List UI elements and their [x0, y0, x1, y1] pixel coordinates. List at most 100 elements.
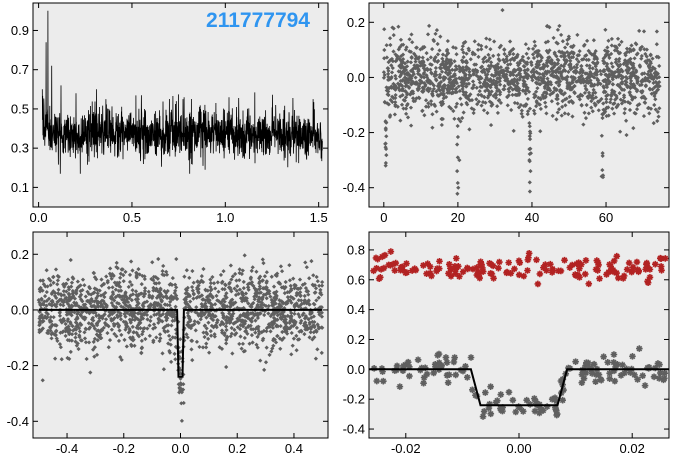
phase_fold-flux-point	[135, 297, 141, 302]
phase_fold-flux-point	[255, 325, 260, 330]
transit_zoom-flux_offset-point	[454, 263, 462, 270]
lightcurve-flux-point	[457, 69, 462, 74]
lightcurve-flux-point	[520, 54, 526, 59]
transit_zoom-flux_offset-point	[486, 260, 493, 267]
lightcurve-flux-point	[565, 50, 570, 55]
phase_fold-flux-point	[242, 253, 247, 258]
phase_fold-flux-point	[312, 323, 317, 329]
lightcurve-flux-point	[590, 93, 595, 98]
phase_fold-flux-point	[255, 315, 260, 321]
lightcurve-flux-point	[489, 89, 494, 94]
lightcurve-flux-point	[577, 77, 582, 82]
lightcurve-flux-point	[616, 59, 622, 64]
phase_fold-flux-point	[94, 295, 99, 301]
lightcurve-flux-point	[532, 70, 537, 75]
transit_zoom-flux-point	[515, 403, 522, 410]
phase_fold-flux-point	[249, 302, 255, 307]
transit_zoom-flux_offset-point	[542, 261, 549, 268]
phase_fold-flux-point	[106, 285, 112, 290]
lightcurve-flux-point	[554, 96, 559, 102]
lightcurve-flux-point	[438, 75, 443, 80]
lightcurve-flux-point	[629, 78, 634, 83]
phase_fold-flux-point	[50, 330, 55, 336]
phase_fold-flux-point	[238, 334, 243, 339]
lightcurve-flux-point	[460, 47, 465, 52]
phase_fold-flux-point	[109, 327, 114, 332]
phase_fold-flux-point	[185, 335, 190, 340]
phase_fold-flux-point	[224, 364, 229, 370]
phase_fold-flux-point	[80, 277, 86, 282]
lightcurve-flux-point	[618, 85, 623, 90]
lightcurve-flux-point	[448, 58, 454, 63]
lightcurve-flux-point	[567, 55, 572, 60]
lightcurve-flux-point	[511, 51, 516, 57]
lightcurve-flux-point	[464, 81, 470, 87]
lightcurve-flux-point	[535, 59, 540, 64]
phase_fold-flux-point	[248, 311, 254, 316]
lightcurve-flux-point	[505, 103, 510, 108]
phase_fold-flux-point	[89, 322, 95, 327]
phase_fold-flux-point	[161, 263, 166, 269]
phase-fold-panel: -0.4 -0.2 0.0 0.2 0.4-0.4-0.20.00.2	[7, 231, 329, 454]
lightcurve-flux-point	[570, 74, 576, 80]
phase_fold-flux-point	[66, 287, 72, 292]
phase_fold-flux-point	[241, 293, 246, 298]
phase_fold-flux-point	[114, 264, 119, 270]
phase_fold-flux-point	[74, 301, 79, 306]
transit_zoom-flux_offset-point	[490, 274, 497, 282]
phase_fold-flux-point	[40, 378, 45, 383]
lightcurve-flux-point	[439, 116, 444, 122]
phase_fold-flux-point	[289, 352, 294, 357]
transit_zoom-flux-point	[644, 364, 651, 372]
lightcurve-flux-point	[535, 86, 540, 91]
lightcurve-frame	[368, 2, 670, 208]
lightcurve-flux-point	[468, 57, 473, 62]
phase_fold-flux-point	[130, 324, 135, 329]
lightcurve-flux-point	[592, 56, 597, 62]
lightcurve-flux-point	[527, 124, 532, 129]
phase_fold-flux-point	[58, 318, 63, 323]
lightcurve-flux-point	[393, 92, 398, 98]
transit_zoom-flux_offset-point	[568, 261, 576, 269]
phase_fold-ytick-label: -0.4	[7, 414, 29, 429]
lightcurve-flux-point	[439, 103, 444, 108]
phase_fold-flux-point	[198, 312, 203, 317]
phase_fold-flux-point	[69, 280, 75, 285]
lightcurve-flux-point	[495, 80, 500, 85]
lightcurve-flux-point	[417, 96, 422, 101]
phase_fold-flux-point	[234, 288, 239, 293]
phase_fold-flux-point	[69, 284, 74, 289]
lightcurve-flux-point	[393, 100, 398, 105]
lightcurve-flux-point	[505, 94, 510, 99]
phase_fold-flux-point	[289, 310, 294, 316]
phase_fold-flux-point	[232, 332, 238, 337]
lightcurve-flux-point	[605, 77, 610, 82]
lightcurve-flux-point	[393, 102, 398, 107]
lightcurve-flux-point	[517, 77, 522, 82]
transit_zoom-flux-point	[629, 353, 636, 360]
lightcurve-flux-point	[439, 69, 445, 74]
phase_fold-flux-point	[54, 336, 59, 341]
lightcurve-flux-point	[610, 77, 615, 82]
lightcurve-flux-point	[596, 80, 601, 85]
phase_fold-flux-point	[314, 329, 319, 334]
phase_fold-flux-point	[225, 304, 230, 309]
lightcurve-flux-point	[434, 72, 439, 78]
lightcurve-flux-point	[427, 23, 432, 28]
lightcurve-flux-point	[602, 48, 608, 53]
transit_zoom-flux-point	[442, 354, 450, 361]
transit_zoom-flux-point	[467, 354, 475, 361]
phase_fold-flux-point	[130, 292, 136, 297]
lightcurve-flux-point	[555, 27, 560, 32]
phase_fold-flux-point	[49, 336, 54, 341]
lightcurve-flux-point	[569, 50, 574, 55]
phase_fold-flux-point	[281, 335, 286, 341]
transit_zoom-model-line	[369, 368, 669, 407]
lightcurve-flux-point	[532, 111, 537, 116]
lightcurve-flux-point	[608, 100, 613, 105]
lightcurve-flux-point	[540, 72, 545, 77]
periodogram-plot-area	[33, 3, 328, 207]
lightcurve-flux-point	[475, 47, 481, 52]
lightcurve-flux-point	[509, 48, 514, 53]
phase_fold-flux-point	[129, 342, 134, 347]
